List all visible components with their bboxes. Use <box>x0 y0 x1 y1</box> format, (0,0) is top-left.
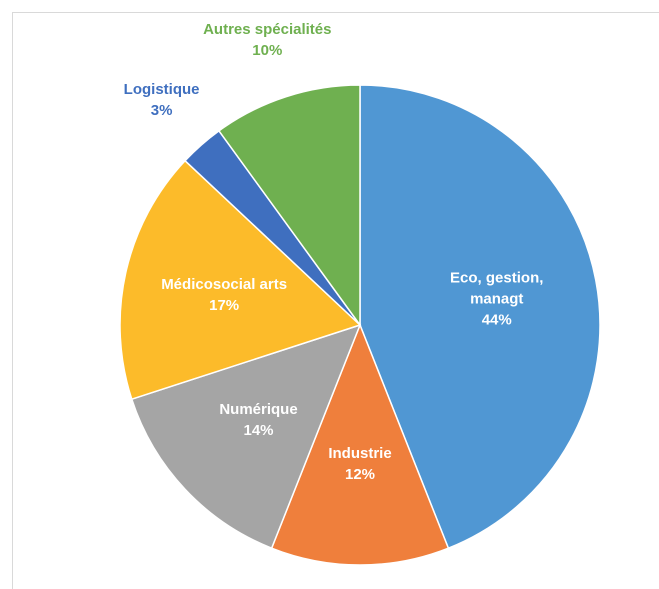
pie-slice <box>359 84 601 550</box>
slice-label: Numérique 14% <box>184 399 334 441</box>
slice-label: Eco, gestion, managt 44% <box>422 267 572 330</box>
pie-slice <box>119 159 362 401</box>
slice-label: Autres spécialités 10% <box>192 19 342 61</box>
slice-label: Industrie 12% <box>285 443 435 485</box>
category-label: Numérique <box>219 401 298 419</box>
value-label: 12% <box>344 466 376 484</box>
category-label: Logistique <box>123 80 200 98</box>
slice-label: Médicosocial arts 17% <box>149 274 299 316</box>
slice-label: Logistique 3% <box>87 79 237 121</box>
category-label: Industrie <box>328 445 392 463</box>
value-label: 10% <box>252 41 283 59</box>
value-label: 3% <box>150 101 173 119</box>
value-label: 17% <box>209 296 240 314</box>
pie-slice <box>217 84 361 328</box>
category-label: Eco, gestion, managt <box>450 269 544 308</box>
value-label: 44% <box>481 311 512 329</box>
value-label: 14% <box>243 422 274 440</box>
chart-frame <box>12 12 659 589</box>
category-label: Médicosocial arts <box>161 275 288 293</box>
pie-slice <box>270 322 450 566</box>
category-label: Autres spécialités <box>203 20 332 38</box>
